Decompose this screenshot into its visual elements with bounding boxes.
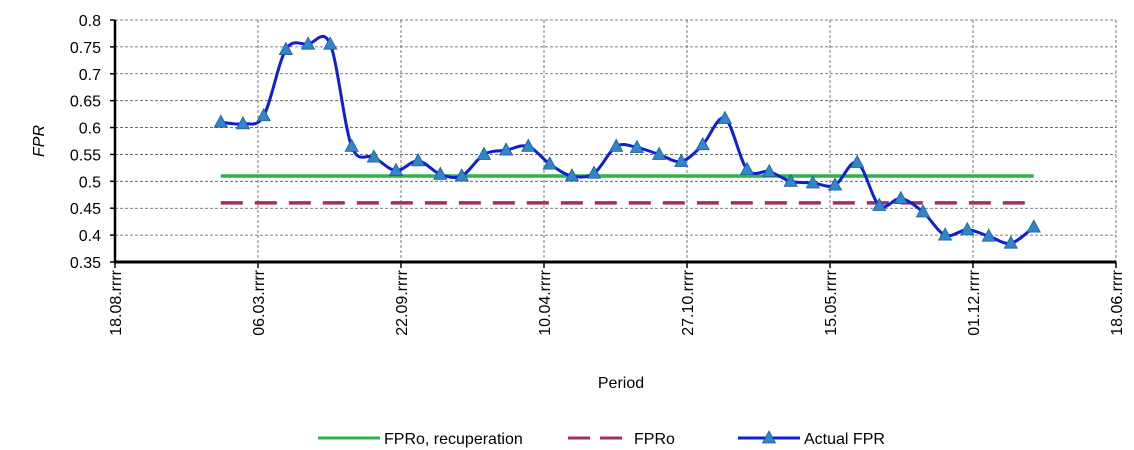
x-tick-label: 10.04.rrrr bbox=[537, 269, 554, 335]
marker bbox=[300, 36, 316, 50]
y-tick-label: 0.5 bbox=[79, 174, 101, 191]
marker bbox=[872, 197, 887, 211]
legend-label: Actual FPR bbox=[804, 431, 885, 448]
y-tick-label: 0.45 bbox=[70, 201, 101, 218]
y-axis-label: FPR bbox=[31, 125, 48, 157]
marker bbox=[476, 146, 492, 160]
marker bbox=[542, 156, 557, 170]
y-tick-label: 0.7 bbox=[79, 67, 101, 84]
marker bbox=[893, 190, 908, 204]
x-tick-label: 06.03.rrrr bbox=[251, 269, 268, 335]
marker bbox=[827, 177, 843, 191]
marker bbox=[366, 149, 382, 163]
marker bbox=[960, 221, 975, 236]
y-tick-label: 0.55 bbox=[70, 147, 101, 164]
marker bbox=[586, 165, 602, 179]
x-tick-label: 18.08.rrrr bbox=[108, 269, 125, 335]
marker bbox=[629, 139, 645, 153]
y-tick-label: 0.65 bbox=[70, 94, 101, 111]
marker bbox=[235, 115, 251, 130]
marker bbox=[1003, 235, 1019, 249]
legend-label: FPRo, recuperation bbox=[384, 431, 523, 448]
series-line bbox=[220, 34, 1035, 245]
x-tick-label: 27.10.rrrr bbox=[680, 269, 697, 335]
x-tick-label: 15.05.rrrr bbox=[823, 269, 840, 335]
x-tick-label: 22.09.rrrr bbox=[394, 269, 411, 335]
marker bbox=[1026, 219, 1041, 233]
x-tick-label: 01.12.rrrr bbox=[966, 269, 983, 335]
marker bbox=[521, 138, 536, 152]
marker bbox=[564, 168, 580, 182]
legend-label: FPRo bbox=[634, 431, 675, 448]
marker bbox=[609, 138, 624, 152]
marker bbox=[915, 204, 931, 218]
marker bbox=[344, 138, 359, 152]
marker bbox=[739, 161, 755, 175]
marker bbox=[937, 227, 953, 241]
marker bbox=[213, 114, 228, 128]
legend-marker bbox=[761, 430, 777, 444]
marker bbox=[256, 107, 271, 122]
marker bbox=[433, 166, 448, 180]
marker bbox=[805, 175, 821, 189]
x-axis-label: Period bbox=[598, 375, 644, 392]
marker bbox=[783, 173, 798, 187]
marker bbox=[651, 146, 667, 160]
marker bbox=[762, 163, 777, 178]
x-tick-label: 18.06.rrrr bbox=[1109, 269, 1126, 335]
y-tick-label: 0.75 bbox=[70, 40, 101, 57]
y-tick-label: 0.8 bbox=[79, 13, 101, 30]
y-tick-label: 0.35 bbox=[70, 255, 101, 272]
marker bbox=[278, 41, 294, 55]
marker bbox=[674, 153, 689, 167]
y-tick-label: 0.6 bbox=[79, 121, 101, 138]
marker bbox=[695, 136, 710, 151]
marker bbox=[388, 162, 404, 176]
marker bbox=[498, 142, 514, 156]
marker bbox=[410, 153, 426, 167]
marker bbox=[323, 36, 338, 50]
marker bbox=[981, 228, 996, 242]
marker bbox=[454, 168, 469, 182]
y-tick-label: 0.4 bbox=[79, 228, 101, 245]
marker bbox=[849, 154, 865, 168]
marker bbox=[717, 110, 733, 124]
